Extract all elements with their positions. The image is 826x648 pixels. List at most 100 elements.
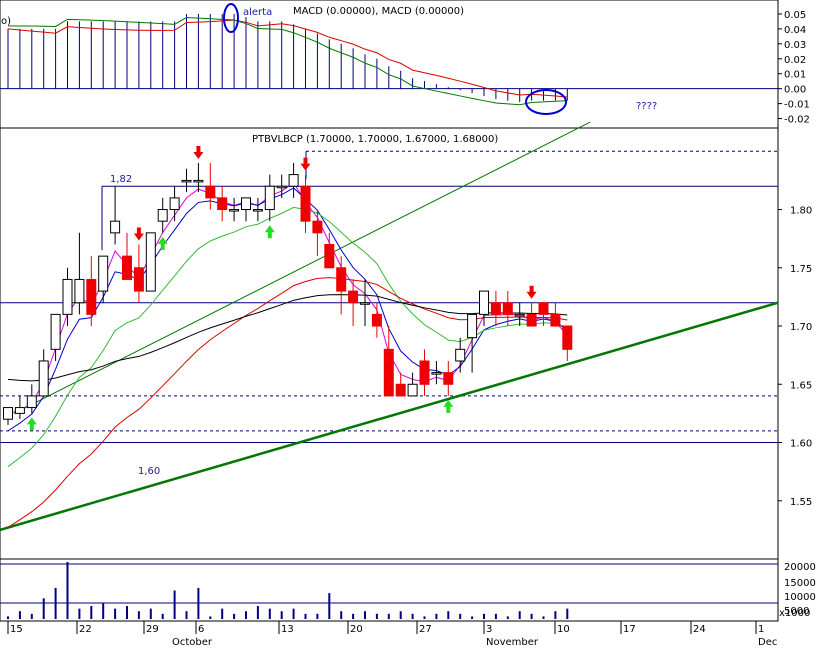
date-tick-label: 6 [198,624,204,635]
candle-body [526,313,537,327]
macd-tick-label: 0.04 [784,25,806,36]
volume-tick-label: 5000 [784,606,809,617]
candle-body [383,348,394,397]
candle-body [86,278,97,315]
date-tick-label: 29 [146,624,159,635]
ma-green-line [7,206,568,468]
macd-question-note: ???? [636,101,657,112]
candle-body [407,383,418,397]
macd-tick-label: 0.02 [784,55,806,66]
candle-body [14,407,25,414]
ma-blue-line [7,187,568,432]
macd-left-label: o) [1,16,11,27]
macd-signal-red-line [7,19,568,98]
buy-arrow-icon [157,236,168,250]
candle-body [3,407,13,420]
volume-unit-label: x1000 [779,608,810,619]
alerta-note: alerta [243,7,272,18]
candle-body [241,197,251,211]
alerta-marker-ellipse [223,3,239,33]
candle-body [276,185,287,189]
candle-body [74,278,85,304]
volume-tick-label: 10000 [784,592,816,603]
axes: 1.55 1.60 1.65 1.70 1.75 1.80 0.05 0.04 0.03 0.02… [7,10,816,648]
macd-panel [0,13,778,106]
macd-title: MACD (0.00000), MACD (0.00000) [293,6,464,17]
candle-body [205,185,216,199]
price-tick-label: 1.70 [790,322,812,333]
macd-tick-label: 0.01 [784,70,806,81]
candle-body [157,209,168,222]
candle-body [443,372,454,385]
price-tick-label: 1.75 [790,264,812,275]
level-label-high: 1,82 [110,174,132,185]
candle-body [288,174,299,187]
macd-tick-label: 0.05 [784,10,806,21]
macd-tick-label: -0.02 [784,115,810,126]
macd-tick-label: -0.01 [784,100,810,111]
candle-body [62,278,73,315]
candle-body [38,360,49,397]
date-tick-label: 3 [486,624,492,635]
candle-body [455,348,466,362]
support-trendline [0,301,779,532]
macd-tick-label: 0.00 [784,85,806,96]
buy-arrow-icon [26,417,37,431]
date-tick-label: 27 [419,624,432,635]
candle-body [514,313,525,317]
macd-cross-ellipse [525,89,567,115]
candle-body [122,255,132,280]
price-tick-label: 1.65 [790,380,812,391]
candle-body [490,302,501,315]
candle-body [371,313,382,327]
sell-arrow-icon [133,227,144,241]
date-tick-label: 1 [758,624,764,635]
buy-arrow-icon [264,225,275,239]
candle-body [50,313,61,350]
month-label-november: November [486,637,539,648]
sell-arrow-icon [193,145,204,159]
price-tick-label: 1.60 [790,439,812,450]
volume-tick-label: 20000 [784,562,816,573]
candle-body [502,302,513,315]
date-tick-label: 15 [10,624,23,635]
date-tick-label: 20 [350,624,363,635]
volume-tick-label: 15000 [784,578,816,589]
candle-body [312,220,323,234]
volume-panel-frame [0,558,779,622]
candle-body [229,209,240,212]
date-tick-label: 17 [623,624,636,635]
candle-body [336,267,347,292]
candle-body [395,383,406,397]
candle-body [550,313,561,327]
date-tick-label: 22 [79,624,92,635]
candle-body [252,209,263,212]
ma-red-line [7,277,568,528]
panel-frames [0,0,779,622]
date-tick-label: 24 [693,624,706,635]
candle-body [181,179,192,183]
upper-trendline [13,121,591,414]
level-label-low: 1,60 [138,466,160,477]
candle-body [431,372,442,375]
price-tick-label: 1.80 [790,206,812,217]
chart-title: PTBVLBCP (1.70000, 1.70000, 1.67000, 1.6… [252,134,498,145]
macd-tick-label: 0.03 [784,40,806,51]
ma-black-line [7,294,568,382]
candle-body [479,290,489,315]
month-label-october: October [172,637,213,648]
candle-body [264,185,275,211]
candle-body [26,395,37,409]
candle-body [98,255,109,292]
sell-arrow-icon [526,285,537,299]
candle-body [145,232,156,292]
candle-body [360,302,370,305]
sell-arrow-icon [300,157,311,171]
candle-body [538,302,549,315]
candle-body [348,290,359,304]
candle-body [193,179,204,183]
volume-panel [0,562,778,619]
price-tick-label: 1.55 [790,497,812,508]
candle-body [324,243,335,269]
